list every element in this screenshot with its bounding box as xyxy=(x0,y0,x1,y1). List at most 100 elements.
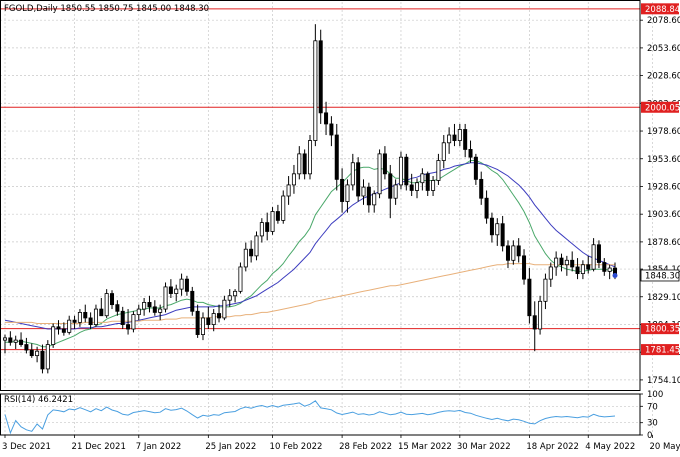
level-label: 2088.84 xyxy=(645,5,680,15)
candle-body xyxy=(361,186,366,197)
candle-body xyxy=(120,310,125,325)
candle xyxy=(415,178,420,199)
candle-body xyxy=(136,308,141,316)
candle-body xyxy=(77,311,82,323)
candle xyxy=(206,306,211,330)
candle-body xyxy=(548,266,553,280)
candle xyxy=(2,334,8,354)
candle xyxy=(388,164,393,219)
candle-body xyxy=(356,162,361,197)
price-tick-label: 2078.60 xyxy=(647,16,680,26)
candle-body xyxy=(126,324,131,330)
candle-body xyxy=(83,311,88,319)
candle-body xyxy=(275,211,280,221)
candle-body xyxy=(61,328,66,333)
candle xyxy=(126,309,131,335)
candle-body xyxy=(270,211,275,232)
candle xyxy=(484,190,489,224)
level-label: 1800.35 xyxy=(645,325,680,335)
candle xyxy=(543,273,548,310)
candle xyxy=(13,335,18,349)
candle-body xyxy=(436,160,441,181)
candle-body xyxy=(211,313,216,325)
candle xyxy=(152,300,157,316)
candle-body xyxy=(88,317,93,325)
candle-body xyxy=(345,184,350,202)
candle xyxy=(473,153,478,185)
candle xyxy=(457,123,462,147)
candle xyxy=(334,123,339,191)
level-label-box xyxy=(641,344,679,356)
candle xyxy=(532,301,537,352)
candle-body xyxy=(286,184,291,197)
candle-body xyxy=(570,259,575,268)
candle-body xyxy=(110,293,115,306)
candle xyxy=(548,262,553,287)
level-label: 1781.45 xyxy=(645,346,680,356)
candle-body xyxy=(484,197,489,219)
candle-body xyxy=(45,344,50,370)
candle xyxy=(286,176,291,205)
candle xyxy=(200,312,205,341)
candle xyxy=(441,135,446,169)
candle-body xyxy=(115,304,120,312)
candle xyxy=(51,323,56,348)
candle xyxy=(72,315,77,330)
candle-body xyxy=(324,112,329,125)
candle xyxy=(222,295,227,321)
candle-body xyxy=(398,156,403,186)
candle xyxy=(104,289,109,318)
candle xyxy=(142,297,147,316)
candle xyxy=(217,304,222,323)
candle xyxy=(538,295,543,335)
candle xyxy=(174,284,179,302)
candle xyxy=(195,304,200,338)
date-label: 30 Mar 2022 xyxy=(457,442,511,452)
candle xyxy=(302,149,307,180)
candle-body xyxy=(147,302,152,308)
candle-body xyxy=(291,173,296,186)
candle xyxy=(227,289,232,307)
candle-body xyxy=(500,223,505,247)
candle-body xyxy=(249,248,254,257)
candle-body xyxy=(93,308,98,325)
candle xyxy=(77,309,82,327)
candle-body xyxy=(586,264,591,270)
candle xyxy=(233,289,238,303)
candle-body xyxy=(222,299,227,319)
candle xyxy=(115,300,120,316)
candle-body xyxy=(227,295,232,301)
candle xyxy=(404,153,409,191)
candle-body xyxy=(580,264,585,274)
candle-body xyxy=(281,195,286,221)
candle xyxy=(500,215,505,252)
candle-body xyxy=(468,149,473,158)
candle xyxy=(554,251,559,276)
price-tick-label: 1928.60 xyxy=(647,182,680,192)
candle xyxy=(313,24,318,147)
candle-body xyxy=(366,186,371,206)
candle xyxy=(382,146,387,180)
candle xyxy=(420,168,425,191)
candle xyxy=(580,260,585,280)
candle-body xyxy=(297,153,302,175)
price-tick-label: 1878.60 xyxy=(647,238,680,248)
grid xyxy=(0,2,653,435)
candle-body xyxy=(56,326,61,330)
candle xyxy=(88,312,93,330)
rsi-tick-label: 0 xyxy=(647,431,652,441)
candle-body xyxy=(495,223,500,236)
current-price-box xyxy=(640,269,680,282)
price-tick-label: 1953.60 xyxy=(647,155,680,165)
candle-body xyxy=(457,129,462,141)
candle-body xyxy=(29,349,34,357)
chart-frame xyxy=(0,0,641,436)
candle xyxy=(324,101,329,136)
price-tick-label: 2028.60 xyxy=(647,72,680,82)
candle xyxy=(559,253,564,272)
candle xyxy=(61,322,66,336)
price-tick-label: 1754.10 xyxy=(647,376,680,386)
candle-body xyxy=(564,259,569,266)
candle xyxy=(425,171,430,196)
